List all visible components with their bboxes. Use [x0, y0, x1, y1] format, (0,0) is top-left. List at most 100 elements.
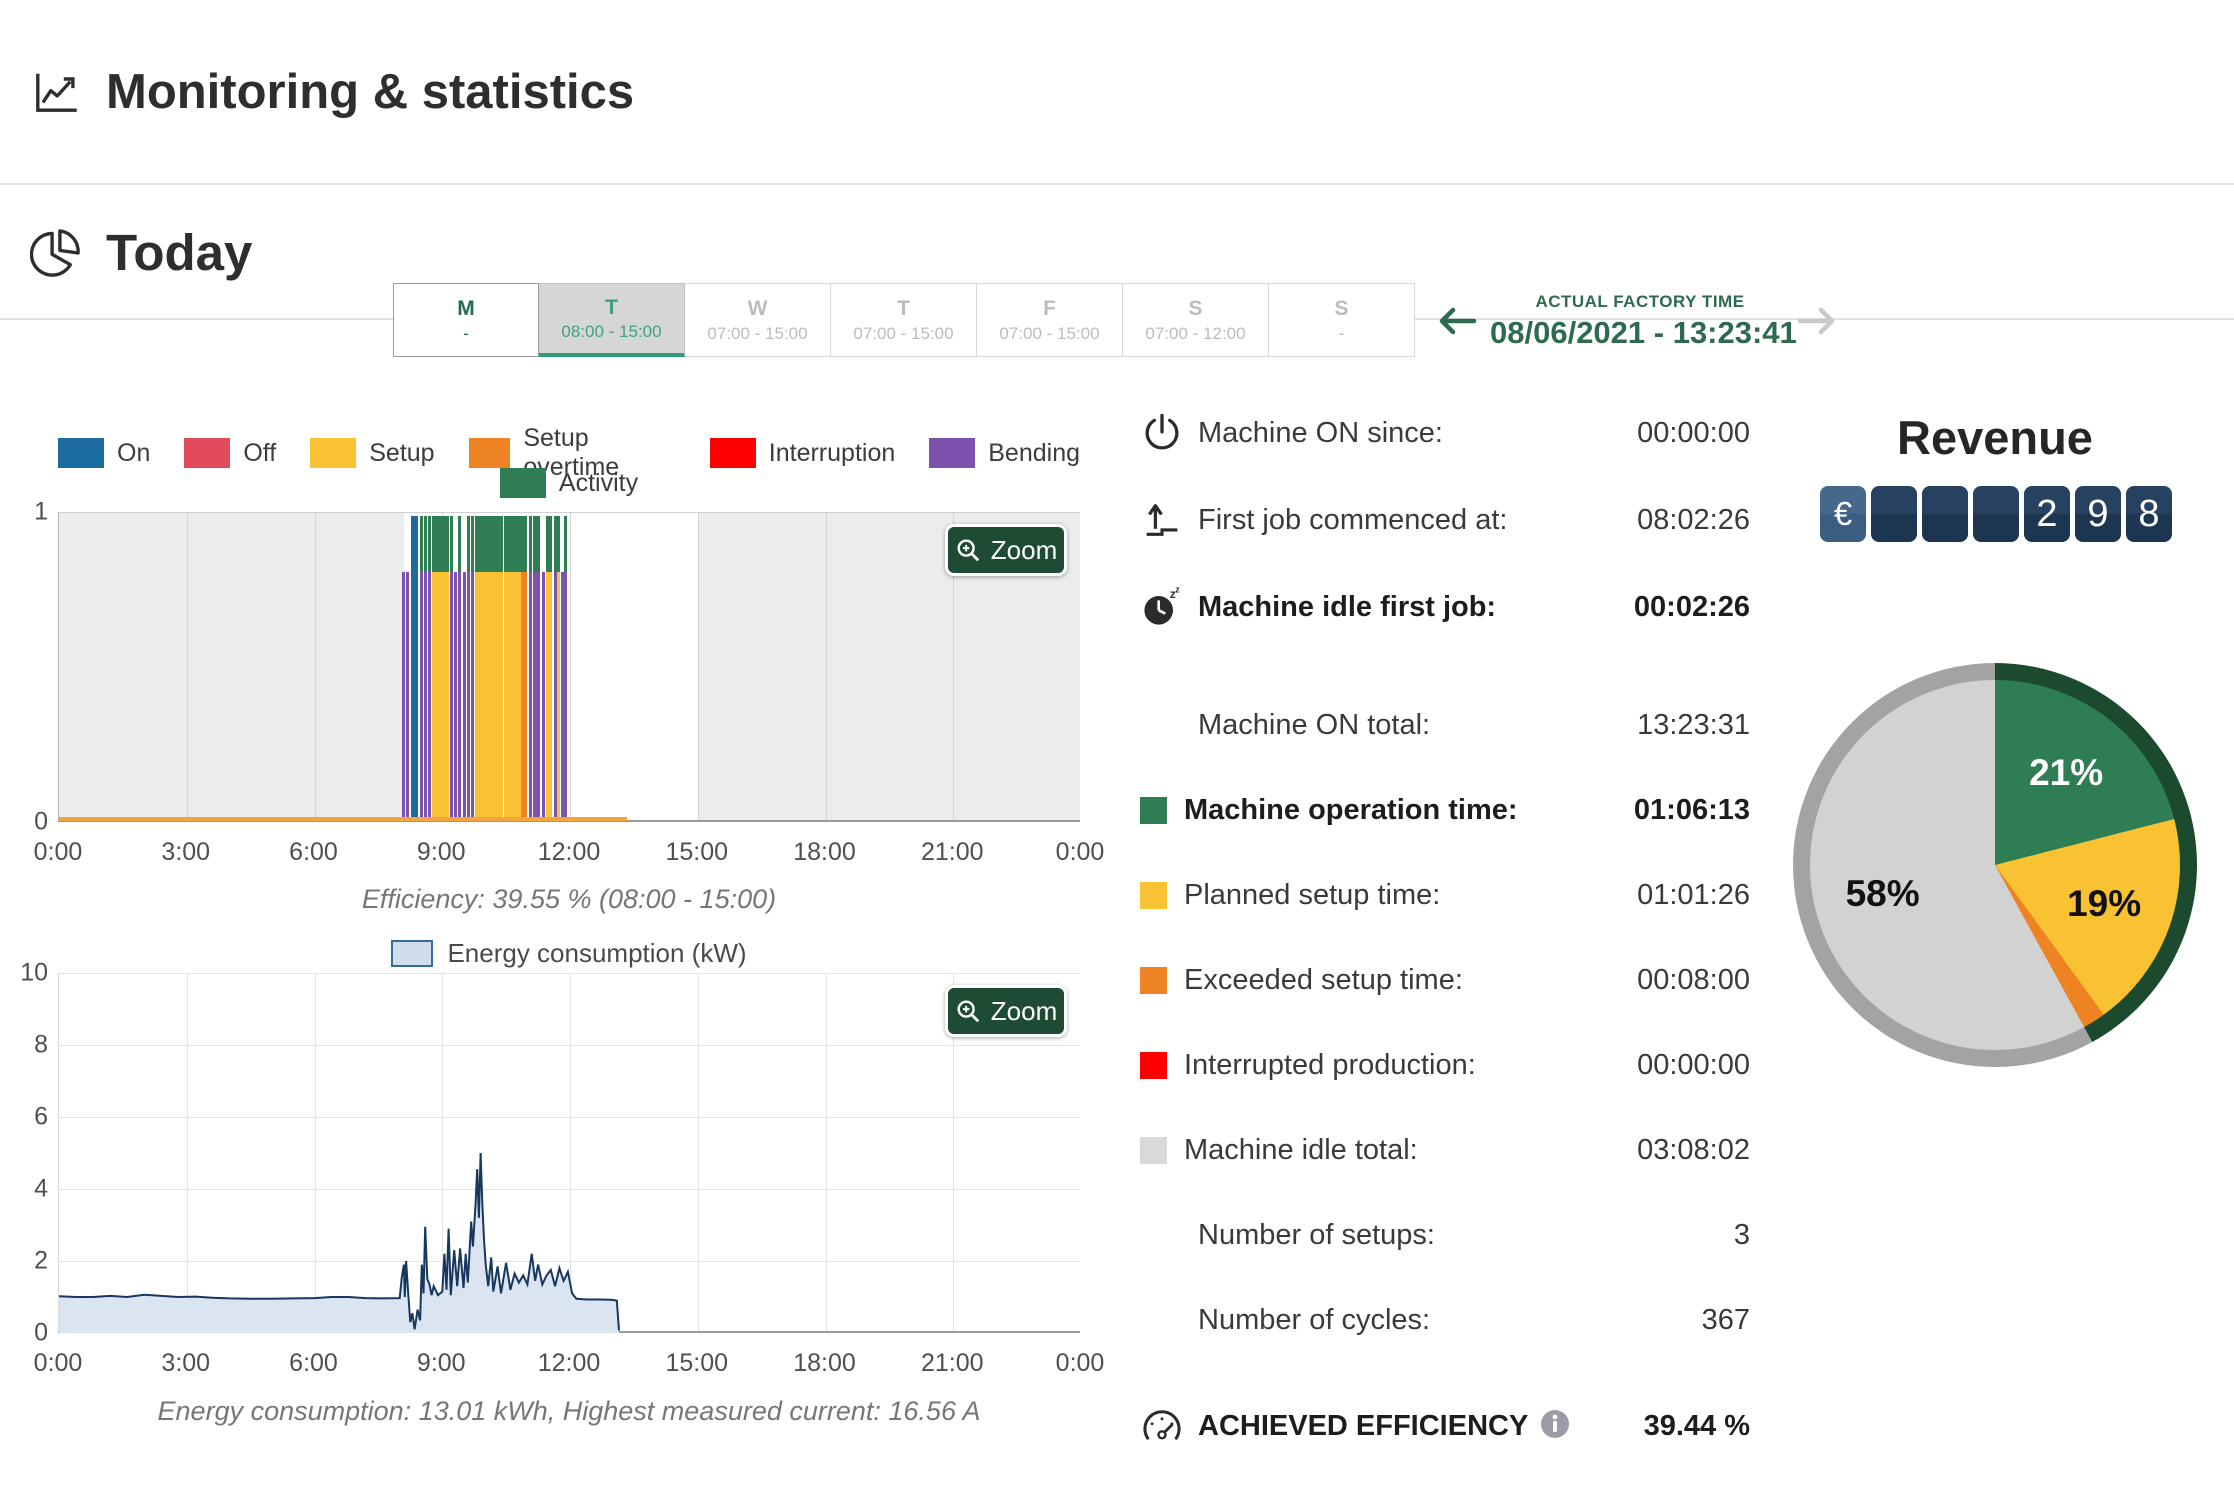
factory-time-label: ACTUAL FACTORY TIME [1535, 292, 1745, 311]
x-tick-label: 6:00 [289, 838, 338, 866]
gridline [314, 973, 316, 1331]
info-icon[interactable] [1540, 1409, 1570, 1439]
gridline-top [59, 512, 1080, 513]
gridline [59, 1189, 1080, 1190]
revenue-digit-tile [1973, 486, 2019, 542]
state-segment-bending [449, 572, 453, 820]
stat-value: 00:08:00 [1637, 963, 1750, 996]
week-tab-day: T [605, 295, 618, 319]
stat-row-number-of-setups: Number of setups: 3 [1140, 1207, 1750, 1263]
stat-value: 00:00:00 [1637, 1048, 1750, 1081]
week-tab-1-t[interactable]: T 08:00 - 15:00 [539, 283, 685, 357]
legend-swatch [468, 438, 511, 468]
previous-day-arrow[interactable] [1434, 303, 1478, 339]
y-tick-label: 10 [20, 958, 48, 987]
x-tick-label: 0:00 [1055, 838, 1105, 866]
line-chart-icon [36, 73, 77, 112]
week-tab-6-s[interactable]: S- [1269, 283, 1415, 357]
state-segment-activity-cap [471, 516, 475, 572]
stat-label: First job commenced at: [1198, 503, 1508, 536]
state-segment-activity-cap [466, 516, 470, 572]
timeline-zoom-button[interactable]: Zoom [945, 524, 1067, 576]
arrow-right-icon [1797, 307, 1835, 335]
legend-swatch [58, 438, 104, 468]
stat-label: Planned setup time: [1184, 878, 1441, 911]
state-segment-bending [462, 572, 466, 820]
state-segment-bending [401, 572, 405, 820]
stat-value: 3 [1733, 1218, 1750, 1251]
state-segment-bending [541, 572, 545, 820]
legend-item: Setup [310, 438, 435, 468]
gridline [314, 512, 316, 820]
week-tab-hours: 07:00 - 12:00 [1145, 323, 1246, 343]
magnifier-plus-icon [957, 539, 979, 562]
x-tick-label: 3:00 [161, 838, 211, 866]
factory-time: ACTUAL FACTORY TIME 08/06/2021 - 13:23:4… [1490, 292, 1797, 351]
gridline [59, 1261, 1080, 1262]
week-tab-day: F [1043, 297, 1056, 321]
state-segment-bending [553, 572, 557, 820]
legend-swatch [929, 438, 976, 468]
y-tick-label: 8 [34, 1030, 48, 1059]
gridline [697, 512, 699, 820]
gridline [825, 973, 827, 1331]
energy-zoom-button[interactable]: Zoom [945, 985, 1067, 1037]
stat-row-machine-idle-total: Machine idle total: 03:08:02 [1140, 1122, 1750, 1178]
stat-label: Number of cycles: [1198, 1303, 1431, 1336]
legend-item: Interruption [709, 438, 895, 468]
state-segment-activity-cap [428, 516, 432, 572]
legend-label: Off [243, 438, 277, 467]
legend-item: On [58, 438, 150, 468]
x-tick-label: 0:00 [33, 1349, 83, 1377]
energy-legend-swatch [391, 940, 434, 967]
legend-item: Bending [929, 438, 1080, 468]
state-legend-row2: Activity [58, 468, 1080, 498]
state-segment-activity-cap [504, 516, 522, 572]
stat-value: 13:23:31 [1637, 708, 1750, 741]
state-segment-setup [504, 572, 522, 820]
state-segment-setup [557, 572, 561, 820]
week-tab-2-w[interactable]: W 07:00 - 15:00 [685, 283, 831, 357]
state-segment-activity-cap [419, 516, 423, 572]
week-tab-4-f[interactable]: F 07:00 - 15:00 [977, 283, 1123, 357]
state-segment-activity-cap [557, 516, 561, 572]
state-segment-bending [466, 572, 470, 820]
standby-baseline [59, 817, 628, 821]
next-day-arrow[interactable] [1796, 303, 1840, 339]
legend-label: On [117, 438, 151, 467]
x-tick-label: 6:00 [289, 1349, 338, 1377]
pie-slice-label: 21% [2029, 752, 2104, 794]
week-tab-day: S [1334, 297, 1349, 321]
y-tick-label: 6 [34, 1102, 48, 1131]
week-tab-hours: 07:00 - 15:00 [999, 323, 1100, 343]
gridline [570, 973, 571, 1331]
stat-value: 08:02:26 [1637, 503, 1750, 536]
stat-label: Machine operation time: [1184, 793, 1518, 826]
stat-row-machine-operation-time: Machine operation time: 01:06:13 [1140, 782, 1750, 838]
stat-row-machine-idle-first-job: z z Machine idle first job: 00:02:26 [1140, 579, 1750, 635]
state-segment-activity-cap [529, 516, 533, 572]
achieved-efficiency-label: ACHIEVED EFFICIENCY [1198, 1409, 1644, 1443]
revenue-currency-tile: € [1820, 486, 1866, 542]
week-tab-5-s[interactable]: S 07:00 - 12:00 [1123, 283, 1269, 357]
gridline [442, 973, 444, 1331]
stat-row-exceeded-setup-time: Exceeded setup time: 00:08:00 [1140, 952, 1750, 1008]
y-tick-label: 1 [34, 497, 48, 526]
state-segment-bending [529, 572, 533, 820]
pie-inner [1810, 680, 2180, 1050]
y-tick-label: 2 [34, 1246, 48, 1275]
state-segment-setup [546, 572, 553, 820]
week-tab-day: W [747, 297, 768, 321]
magnifier-plus-icon [957, 1000, 979, 1023]
state-swatch [1140, 966, 1167, 994]
x-tick-label: 21:00 [920, 838, 984, 866]
week-tab-3-t[interactable]: T 07:00 - 15:00 [831, 283, 977, 357]
week-tab-hours: - [463, 323, 469, 343]
arrow-left-icon [1439, 307, 1477, 335]
legend-swatch [184, 438, 231, 468]
week-tab-0-m[interactable]: M- [393, 283, 539, 357]
state-legend-row1: On Off Setup Setup overtime Interruption Bend… [58, 424, 1080, 482]
gridline [186, 512, 188, 820]
factory-time-value: 08/06/2021 - 13:23:41 [1490, 315, 1797, 350]
